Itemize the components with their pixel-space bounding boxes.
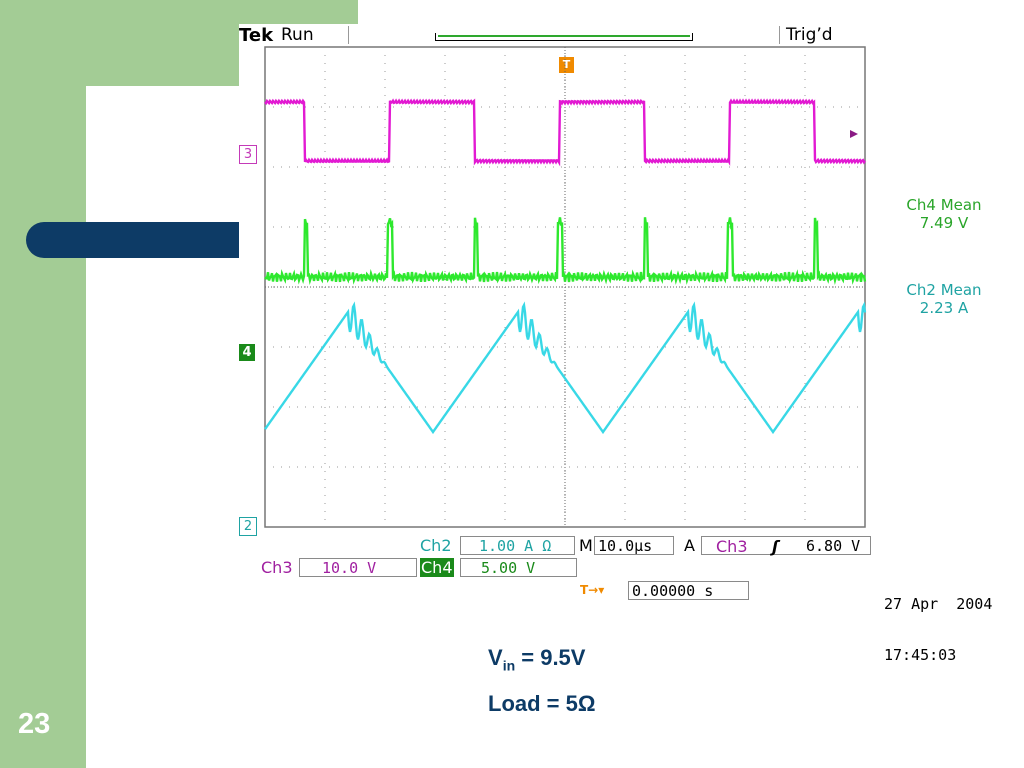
waveform-display (264, 46, 867, 528)
ch3-trace (264, 98, 866, 167)
record-view-bar (438, 35, 690, 37)
trigger-mode-label: A (684, 536, 695, 555)
vin-value: = 9.5V (515, 645, 586, 670)
ch2-trace (264, 301, 867, 435)
slide-corner-curve (86, 86, 166, 166)
timebase-readout: 10.0μs (594, 536, 674, 555)
ch4-ground-marker: 4 (239, 344, 255, 361)
ch3-ref-arrow (850, 130, 858, 138)
slide-accent-bar (26, 222, 239, 258)
trigger-position-marker: T (559, 57, 574, 73)
ch4-scale-readout: 5.00 V (460, 558, 577, 577)
ch4-trace (264, 217, 867, 286)
ch3-scale-readout: 10.0 V (299, 558, 417, 577)
vin-caption: Vin = 9.5V (488, 645, 788, 691)
trigger-source: Ch3 (716, 537, 748, 556)
ch3-readout-label: Ch3 (261, 558, 293, 577)
header-divider (348, 26, 349, 44)
ch2-readout-label: Ch2 (420, 536, 452, 555)
vin-subscript: in (502, 657, 516, 674)
slide-number: 23 (18, 708, 51, 740)
trigger-delay-icon: T→▾ (580, 583, 605, 597)
measurement-label: Ch2 Mean (906, 281, 982, 299)
slide-caption: Vin = 9.5V Load = 5Ω (488, 645, 788, 737)
run-state-label: Run (281, 25, 314, 45)
ch4-readout-label: Ch4 (420, 558, 454, 577)
record-view-bracket (435, 33, 693, 41)
header-divider (779, 26, 780, 44)
trigger-readout: Ch3 ʃ 6.80 V (701, 536, 871, 556)
vin-symbol: V (488, 645, 503, 670)
measurement-value: 2.23 A (919, 299, 969, 317)
ch3-ground-marker: 3 (239, 145, 257, 164)
oscilloscope-screenshot: Tek Run Trig’d T 3 4 2 Ch4 Mean 7.49 V C… (239, 24, 1012, 664)
graticule (264, 46, 866, 528)
measurement-label: Ch4 Mean (906, 196, 982, 214)
measurement-ch4-mean: Ch4 Mean 7.49 V (879, 196, 1009, 232)
ch2-scale-readout: 1.00 A Ω (460, 536, 575, 555)
slide-side-band (0, 0, 86, 768)
ch2-ground-marker: 2 (239, 517, 257, 536)
trigger-level: 6.80 V (806, 537, 861, 555)
brand-label: Tek (239, 25, 274, 46)
measurement-ch2-mean: Ch2 Mean 2.23 A (879, 281, 1009, 317)
capture-time: 17:45:03 (884, 646, 957, 664)
trigger-status-label: Trig’d (786, 25, 833, 45)
timebase-label: M (579, 536, 593, 555)
trigger-slope-icon: ʃ (772, 537, 779, 556)
capture-date: 27 Apr 2004 (884, 595, 993, 613)
trigger-delay-readout: 0.00000 s (628, 581, 749, 600)
scope-header: Tek Run Trig’d (239, 24, 1012, 48)
capture-timestamp: 27 Apr 2004 17:45:03 (884, 562, 992, 698)
load-caption: Load = 5Ω (488, 691, 596, 716)
measurement-value: 7.49 V (919, 214, 969, 232)
